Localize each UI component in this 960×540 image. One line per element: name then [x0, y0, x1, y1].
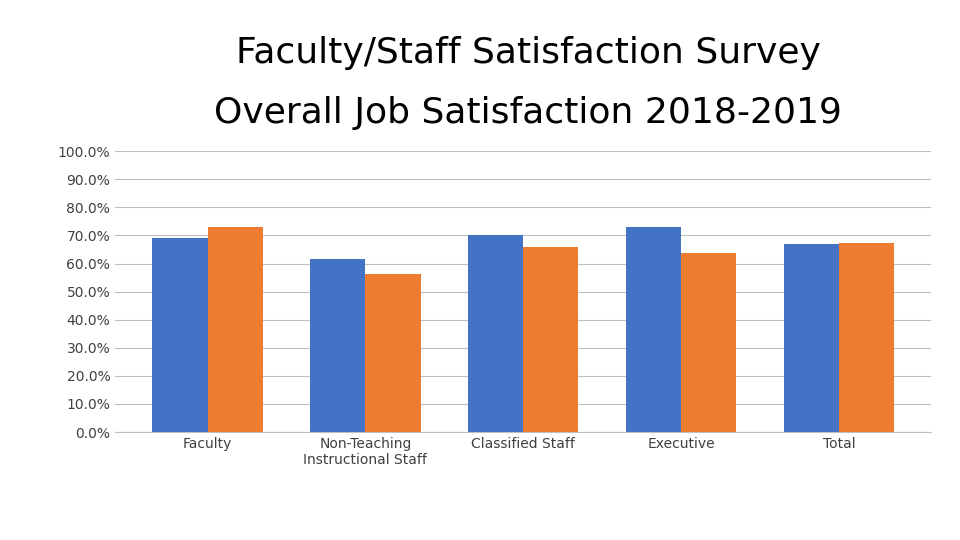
- Bar: [366, 274, 420, 432]
- Bar: [839, 244, 894, 432]
- Bar: [310, 259, 366, 432]
- Bar: [626, 227, 681, 432]
- Text: Faculty/Staff Satisfaction Survey: Faculty/Staff Satisfaction Survey: [235, 36, 821, 70]
- Bar: [783, 245, 839, 432]
- Bar: [207, 227, 263, 432]
- Bar: [523, 247, 579, 432]
- Text: Overall Job Satisfaction 2018-2019: Overall Job Satisfaction 2018-2019: [214, 96, 842, 130]
- Bar: [153, 238, 207, 432]
- Bar: [468, 235, 523, 432]
- Bar: [681, 253, 736, 432]
